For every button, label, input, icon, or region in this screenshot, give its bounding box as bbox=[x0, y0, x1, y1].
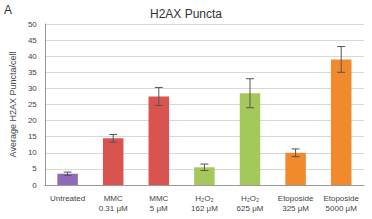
svg-text:162 μM: 162 μM bbox=[191, 204, 218, 213]
svg-text:20: 20 bbox=[28, 116, 37, 125]
svg-text:0: 0 bbox=[32, 181, 37, 190]
svg-text:50: 50 bbox=[28, 20, 37, 29]
svg-text:25: 25 bbox=[28, 100, 37, 109]
svg-text:H₂O₂: H₂O₂ bbox=[241, 194, 259, 203]
svg-text:5000 μM: 5000 μM bbox=[326, 204, 358, 213]
svg-text:5 μM: 5 μM bbox=[150, 204, 168, 213]
svg-text:H2AX Puncta: H2AX Puncta bbox=[150, 7, 222, 21]
svg-text:40: 40 bbox=[28, 52, 37, 61]
svg-text:A: A bbox=[4, 3, 12, 17]
svg-text:H₂O₂: H₂O₂ bbox=[195, 194, 213, 203]
svg-text:MMC: MMC bbox=[149, 194, 168, 203]
svg-text:45: 45 bbox=[28, 36, 37, 45]
svg-text:Untreated: Untreated bbox=[50, 194, 85, 203]
svg-text:MMC: MMC bbox=[104, 194, 123, 203]
svg-text:Etoposide: Etoposide bbox=[278, 194, 314, 203]
svg-text:5: 5 bbox=[32, 164, 37, 173]
svg-text:625 μM: 625 μM bbox=[237, 204, 264, 213]
svg-text:Average H2AX Puncta/cell: Average H2AX Puncta/cell bbox=[8, 52, 18, 158]
svg-text:30: 30 bbox=[28, 84, 37, 93]
svg-text:0.31 μM: 0.31 μM bbox=[99, 204, 128, 213]
svg-text:10: 10 bbox=[28, 148, 37, 157]
svg-text:15: 15 bbox=[28, 132, 37, 141]
svg-text:35: 35 bbox=[28, 68, 37, 77]
svg-text:325 μM: 325 μM bbox=[282, 204, 309, 213]
svg-text:Etoposide: Etoposide bbox=[323, 194, 359, 203]
